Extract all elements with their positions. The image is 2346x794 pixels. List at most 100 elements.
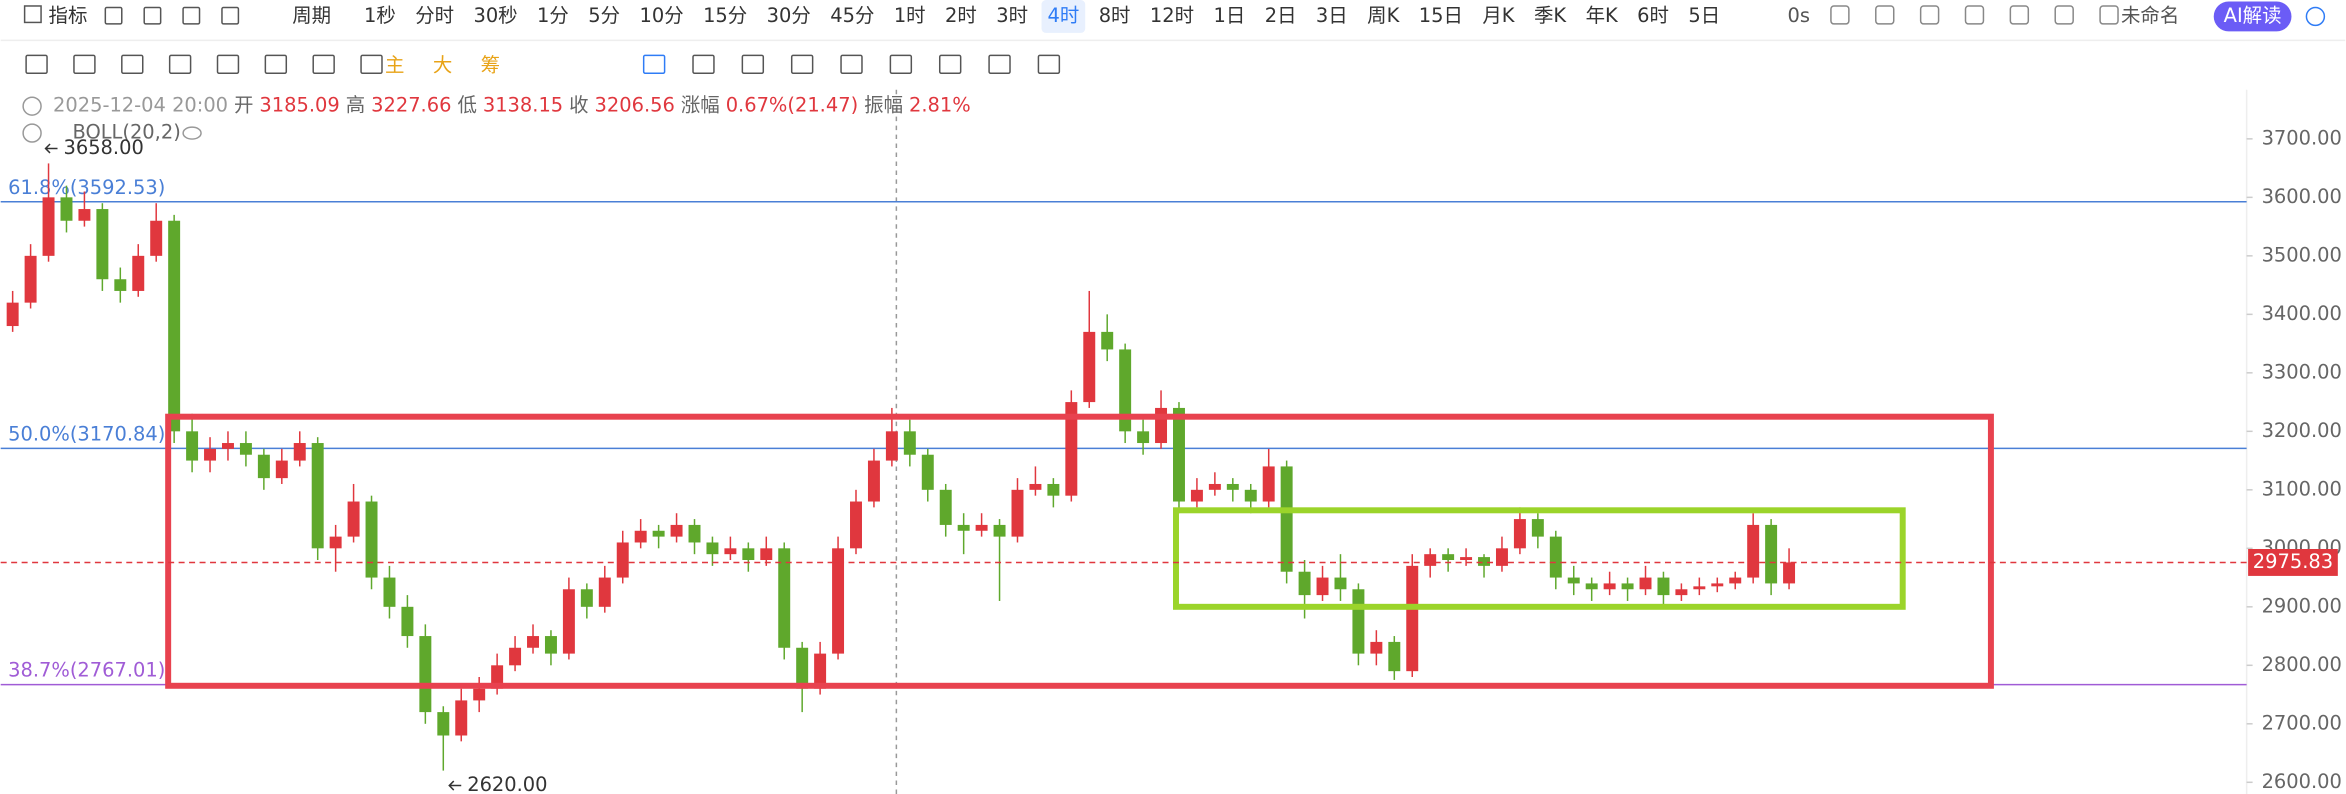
y-tick-label: 2800.00 (2262, 653, 2342, 676)
period-option[interactable]: 1秒 (364, 4, 396, 27)
candle-body (760, 548, 773, 561)
fib-label: 61.8%(3592.53) (8, 176, 165, 199)
candle-body (1334, 577, 1347, 590)
draw-tool-icon[interactable] (360, 54, 383, 75)
draw-tool-icon[interactable] (988, 54, 1011, 75)
period-option[interactable]: 周K (1367, 4, 1400, 27)
period-option[interactable]: 月K (1482, 4, 1515, 27)
period-option[interactable]: 4时 (1047, 4, 1079, 27)
draw-tool-icon[interactable] (1037, 54, 1061, 75)
candle-body (1352, 589, 1365, 654)
candle-body (562, 589, 575, 654)
draw-tool-icon[interactable] (25, 54, 48, 75)
candle-body (275, 460, 288, 479)
share-icon[interactable] (2305, 6, 2326, 27)
toolbar-icon[interactable] (1830, 5, 1850, 25)
candle-body (1621, 583, 1634, 590)
toolbar-icon[interactable] (1919, 5, 1940, 25)
overlay-tool[interactable]: 筹 (481, 53, 500, 76)
period-option[interactable]: 季K (1534, 4, 1567, 27)
toolbar-icon[interactable] (2009, 5, 2030, 25)
candle-body (1101, 331, 1114, 350)
draw-tool-icon[interactable] (790, 54, 814, 75)
period-button[interactable]: 周期 (292, 4, 331, 27)
period-option[interactable]: 10分 (640, 4, 684, 27)
draw-tool-icon[interactable] (121, 54, 144, 75)
period-option[interactable]: 3日 (1316, 4, 1348, 27)
candle-body (1783, 562, 1796, 584)
period-option[interactable]: 3时 (996, 4, 1028, 27)
candle-body (1029, 483, 1042, 490)
candle-body (329, 536, 342, 549)
period-option[interactable]: 8时 (1099, 4, 1131, 27)
period-option[interactable]: 45分 (830, 4, 874, 27)
collapse-icon[interactable] (22, 96, 42, 116)
extreme-arrow (448, 780, 462, 791)
period-option[interactable]: 2日 (1265, 4, 1297, 27)
draw-tool-icon[interactable] (889, 54, 913, 75)
draw-tool-icon[interactable] (692, 54, 715, 75)
collapse-icon[interactable] (22, 123, 42, 143)
y-tick-label: 2700.00 (2262, 711, 2342, 734)
period-option[interactable]: 分时 (415, 4, 454, 27)
refresh-interval[interactable]: 0s (1788, 4, 1810, 27)
candle-body (204, 448, 217, 461)
candle-body (1406, 565, 1419, 672)
draw-tool-icon[interactable] (312, 54, 335, 75)
candle-body (114, 279, 127, 291)
candle-body (1513, 519, 1526, 549)
draw-tool-icon[interactable] (642, 54, 666, 75)
draw-tool-icon[interactable] (938, 54, 962, 75)
ai-button[interactable]: AI解读 (2224, 4, 2282, 27)
last-price-tag (2248, 549, 2338, 576)
candle-body (706, 542, 719, 555)
candle-body (598, 577, 611, 607)
candle-body (1370, 641, 1383, 654)
period-option[interactable]: 30分 (767, 4, 811, 27)
toolbar-icon[interactable] (1875, 5, 1895, 25)
candle-body (1603, 583, 1616, 590)
toolbar-icon[interactable] (143, 6, 162, 25)
period-option[interactable]: 年K (1586, 4, 1619, 27)
overlay-tool[interactable]: 主 (385, 53, 404, 76)
period-option[interactable]: 1分 (537, 4, 569, 27)
candle-body (580, 589, 593, 607)
candle-body (742, 548, 755, 561)
period-option[interactable]: 15日 (1419, 4, 1463, 27)
indicator-icon[interactable] (23, 5, 42, 24)
layout-name[interactable]: 未命名 (2121, 4, 2179, 27)
period-option[interactable]: 6时 (1637, 4, 1669, 27)
period-option[interactable]: 15分 (703, 4, 747, 27)
candle-body (132, 255, 145, 291)
period-option[interactable]: 1日 (1213, 4, 1245, 27)
toolbar-icon[interactable] (1964, 5, 1985, 25)
candle-body (867, 460, 880, 502)
draw-tool-icon[interactable] (73, 54, 96, 75)
overlay-tool[interactable]: 大 (433, 53, 452, 76)
candle-body (257, 454, 270, 479)
toolbar-icon[interactable] (2054, 5, 2074, 25)
toolbar-icon[interactable] (2099, 5, 2119, 25)
draw-tool-icon[interactable] (741, 54, 765, 75)
draw-tool-icon[interactable] (216, 54, 240, 75)
candle-body (1208, 483, 1221, 490)
toolbar-icon[interactable] (104, 6, 123, 25)
toolbar-icon[interactable] (182, 6, 201, 25)
candle-body (1657, 577, 1670, 596)
draw-tool-icon[interactable] (840, 54, 863, 75)
indicator-button[interactable]: 指标 (49, 4, 88, 27)
draw-tool-icon[interactable] (168, 54, 192, 75)
candle-body (1639, 577, 1652, 590)
draw-tool-icon[interactable] (264, 54, 288, 75)
period-option[interactable]: 2时 (945, 4, 977, 27)
period-option[interactable]: 5分 (588, 4, 620, 27)
toolbar-icon[interactable] (221, 6, 240, 25)
period-option[interactable]: 5日 (1688, 4, 1720, 27)
visibility-icon[interactable] (182, 126, 202, 140)
period-option[interactable]: 30秒 (473, 4, 517, 27)
candle-body (993, 524, 1006, 537)
candle-body (1478, 557, 1491, 566)
ai-button-bg[interactable] (2213, 1, 2292, 32)
period-option[interactable]: 1时 (894, 4, 926, 27)
period-option[interactable]: 12时 (1150, 4, 1194, 27)
